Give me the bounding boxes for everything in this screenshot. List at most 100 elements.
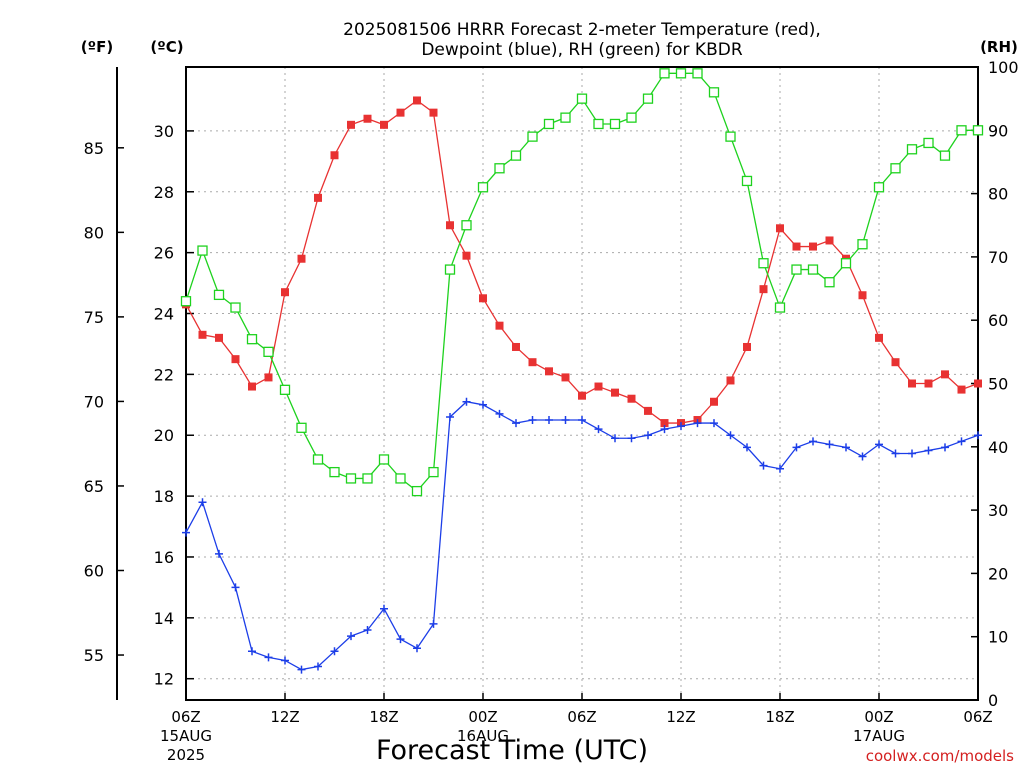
temperature-point <box>941 370 949 379</box>
temperature-point <box>215 333 223 342</box>
rh-point <box>213 289 225 301</box>
temperature-point <box>347 120 355 129</box>
temperature-point <box>825 236 834 245</box>
x-tick-label: 06Z <box>963 708 992 726</box>
rh-point <box>543 118 555 130</box>
temperature-point <box>314 193 322 202</box>
dewpoint-point <box>726 431 735 440</box>
temperature-point <box>297 254 306 263</box>
rh-point <box>758 258 769 269</box>
rh-point <box>395 473 406 484</box>
celsius-tick-label: 18 <box>154 487 174 506</box>
dewpoint-point <box>825 440 834 449</box>
temperature-point <box>644 406 652 415</box>
dewpoint-point <box>809 437 817 446</box>
rh-point <box>873 182 885 193</box>
temperature-point <box>330 151 339 160</box>
temperature-point <box>957 385 966 394</box>
dewpoint-point <box>842 443 850 452</box>
x-tick-date-label: 15AUG <box>160 727 212 745</box>
fahrenheit-unit-label: (ºF) <box>81 38 113 56</box>
temperature-point <box>924 379 933 388</box>
rh-tick-label: 0 <box>988 691 998 710</box>
temperature-point <box>776 224 784 233</box>
dewpoint-point <box>594 425 603 434</box>
dewpoint-point <box>231 583 240 592</box>
dewpoint-point <box>693 419 702 428</box>
dewpoint-point <box>776 464 784 473</box>
temperature-point <box>380 120 388 129</box>
dewpoint-point <box>380 604 388 613</box>
x-tick-label: 06Z <box>567 708 596 726</box>
rh-tick-label: 10 <box>988 628 1008 647</box>
dewpoint-point <box>182 528 190 537</box>
rh-point <box>444 264 456 275</box>
celsius-tick-label: 24 <box>154 305 174 324</box>
dewpoint-point <box>891 449 900 458</box>
fahrenheit-tick-label: 70 <box>84 392 104 411</box>
temperature-point <box>759 285 768 294</box>
dewpoint-point <box>198 498 207 507</box>
dewpoint-point <box>264 653 273 662</box>
temperature-point <box>198 330 207 339</box>
dewpoint-point <box>413 644 421 653</box>
rh-point <box>461 220 472 231</box>
dewpoint-point <box>281 656 289 665</box>
temperature-point <box>264 373 273 382</box>
temperature-point <box>974 379 982 388</box>
chart-title-line2: Dewpoint (blue), RH (green) for KBDR <box>421 40 742 60</box>
fahrenheit-tick-label: 85 <box>84 139 104 158</box>
rh-point <box>362 473 373 484</box>
rh-tick-label: 100 <box>988 58 1019 77</box>
dewpoint-point <box>974 431 982 440</box>
celsius-tick-label: 20 <box>154 426 174 445</box>
rh-tick-label: 80 <box>988 185 1008 204</box>
chart-title-line1: 2025081506 HRRR Forecast 2-meter Tempera… <box>343 20 821 40</box>
dewpoint-point <box>446 412 454 421</box>
dewpoint-point <box>743 443 751 452</box>
rh-point <box>791 264 802 275</box>
dewpoint-point <box>479 400 487 409</box>
dewpoint-point <box>297 665 306 674</box>
temperature-point <box>908 379 916 388</box>
celsius-tick-label: 16 <box>154 548 174 567</box>
temperature-point <box>891 358 900 367</box>
celsius-tick-label: 28 <box>154 183 174 202</box>
temperature-point <box>396 108 405 117</box>
x-tick-label: 00Z <box>468 708 497 726</box>
rh-point <box>428 466 439 478</box>
dewpoint-point <box>429 619 438 628</box>
celsius-tick-label: 26 <box>154 244 174 263</box>
temperature-point <box>809 242 817 251</box>
fahrenheit-tick-label: 65 <box>84 477 104 496</box>
x-tick-label: 18Z <box>765 708 794 726</box>
rh-point <box>560 112 571 123</box>
x-tick-label: 12Z <box>270 708 299 726</box>
rh-tick-label: 60 <box>988 311 1008 330</box>
dewpoint-point <box>396 635 405 644</box>
rh-point <box>345 473 357 484</box>
celsius-tick-label: 30 <box>154 122 174 141</box>
rh-point <box>494 163 505 174</box>
rh-point <box>708 87 720 98</box>
dewpoint-point <box>644 431 652 440</box>
temperature-point <box>429 108 438 117</box>
dewpoint-point <box>512 419 520 428</box>
rh-tick-label: 40 <box>988 438 1008 457</box>
dewpoint-point <box>875 440 883 449</box>
dewpoint-point <box>677 422 685 431</box>
temperature-point <box>495 321 504 330</box>
rh-point <box>807 264 819 275</box>
dewpoint-point <box>710 419 718 428</box>
temperature-point <box>627 394 636 403</box>
dewpoint-point <box>495 409 504 418</box>
rh-point <box>972 125 984 136</box>
rh-point <box>296 422 307 433</box>
x-tick-year-label: 2025 <box>167 746 205 764</box>
dewpoint-point <box>908 449 916 458</box>
x-axis-label: Forecast Time (UTC) <box>376 735 648 766</box>
dewpoint-point <box>248 647 256 656</box>
x-tick-date-label: 17AUG <box>853 727 905 745</box>
temperature-point <box>578 391 586 400</box>
